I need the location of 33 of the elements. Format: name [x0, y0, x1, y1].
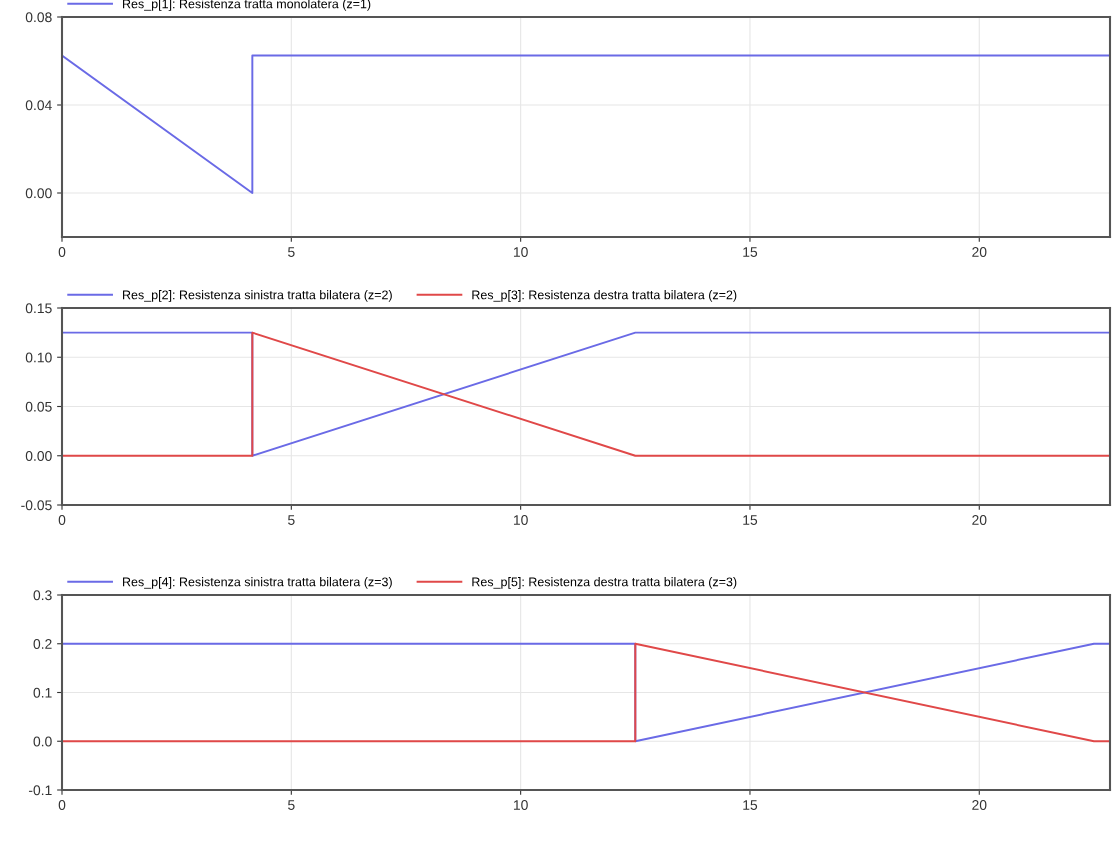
y-tick-label: 0.2 — [33, 639, 52, 649]
y-tick-label: 0.0 — [33, 736, 52, 747]
y-tick-label: 0.00 — [25, 451, 52, 461]
y-tick-label: 0.1 — [33, 687, 52, 698]
y-tick-label: -0.05 — [21, 500, 52, 511]
x-tick-label: 15 — [743, 800, 758, 810]
x-tick-label: 20 — [972, 515, 987, 525]
y-tick-label: 0.04 — [25, 100, 52, 111]
x-tick-label: 10 — [513, 515, 528, 525]
x-tick-label: 15 — [743, 247, 758, 257]
y-tick-label: 0.15 — [25, 303, 52, 314]
legend-label: Res_p[3]: Resistenza destra tratta bilatera (z=2) — [472, 290, 737, 302]
y-tick-label: 0.3 — [33, 590, 52, 601]
x-tick-label: 10 — [513, 247, 528, 257]
y-tick-label: 0.00 — [25, 188, 52, 199]
x-tick-label: 10 — [513, 800, 528, 810]
x-tick-label: 5 — [288, 247, 295, 257]
x-tick-label: 0 — [58, 800, 66, 810]
legend-label: Res_p[5]: Resistenza destra tratta bilatera (z=3) — [472, 577, 737, 589]
x-tick-label: 5 — [288, 800, 295, 810]
y-tick-label: 0.08 — [25, 12, 52, 23]
x-tick-label: 20 — [972, 800, 987, 810]
legend-label: Res_p[2]: Resistenza sinistra tratta bilatera (z=2) — [123, 290, 392, 302]
x-tick-label: 15 — [743, 515, 758, 525]
x-tick-label: 20 — [972, 247, 987, 257]
x-tick-label: 5 — [288, 515, 295, 525]
y-tick-label: 0.05 — [25, 401, 52, 412]
legend-label: Res_p[1]: Resistenza tratta monolatera (z=1) — [123, 0, 371, 11]
y-tick-label: -0.1 — [28, 785, 52, 796]
x-tick-label: 0 — [58, 247, 66, 257]
x-tick-label: 0 — [58, 515, 66, 525]
y-tick-label: 0.10 — [25, 352, 52, 363]
legend-label: Res_p[4]: Resistenza sinistra tratta bilatera (z=3) — [123, 577, 392, 589]
